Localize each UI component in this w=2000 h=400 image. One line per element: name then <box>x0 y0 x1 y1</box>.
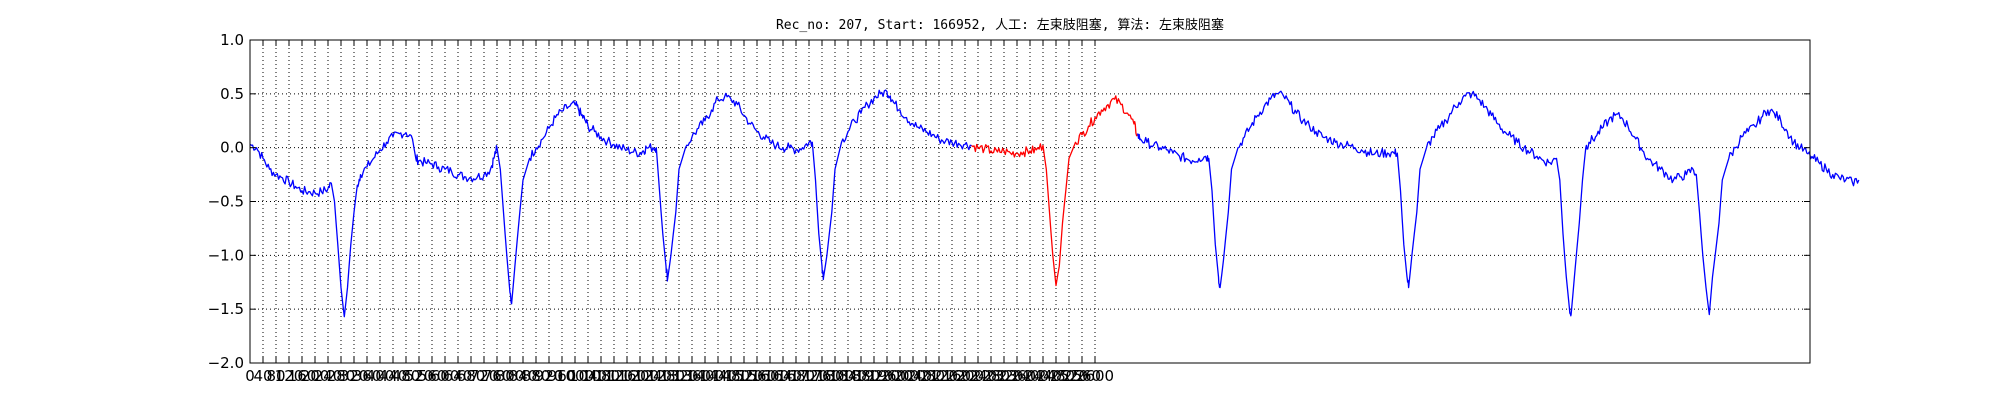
x-tick-label: 2040 <box>894 367 932 385</box>
x-tick-label: 280 <box>327 367 356 385</box>
x-tick-label: 1080 <box>582 367 620 385</box>
x-axis-ticks: 0408012016020024028032036040044048052056… <box>245 40 1114 385</box>
x-tick-label: 1400 <box>686 367 724 385</box>
x-tick-label: 120 <box>275 367 304 385</box>
y-tick-label: −1.0 <box>208 246 244 264</box>
y-tick-label: 0.0 <box>220 139 244 157</box>
x-tick-label: 1880 <box>842 367 880 385</box>
x-tick-label: 160 <box>288 367 317 385</box>
x-tick-label: 240 <box>314 367 343 385</box>
x-tick-label: 1560 <box>738 367 776 385</box>
x-tick-label: 40 <box>253 367 272 385</box>
x-tick-label: 1120 <box>595 367 633 385</box>
x-tick-label: 760 <box>483 367 512 385</box>
x-tick-label: 440 <box>379 367 408 385</box>
x-tick-label: 2360 <box>998 367 1036 385</box>
x-tick-label: 800 <box>496 367 525 385</box>
x-tick-label: 1760 <box>803 367 841 385</box>
x-tick-label: 80 <box>266 367 285 385</box>
y-tick-label: 1.0 <box>220 31 244 49</box>
x-tick-label: 1720 <box>790 367 828 385</box>
x-tick-label: 840 <box>509 367 538 385</box>
x-tick-label: 2560 <box>1063 367 1101 385</box>
x-tick-label: 200 <box>301 367 330 385</box>
x-tick-label: 1200 <box>621 367 659 385</box>
x-tick-label: 1320 <box>660 367 698 385</box>
x-tick-label: 560 <box>418 367 447 385</box>
y-tick-label: −2.0 <box>208 354 244 372</box>
ecg-series-line-2 <box>1136 90 1860 317</box>
x-tick-label: 680 <box>457 367 486 385</box>
x-tick-label: 1040 <box>569 367 607 385</box>
x-tick-label: 1920 <box>855 367 893 385</box>
x-tick-label: 320 <box>340 367 369 385</box>
x-tick-label: 2240 <box>959 367 997 385</box>
x-tick-label: 1800 <box>816 367 854 385</box>
x-tick-label: 2520 <box>1050 367 1088 385</box>
x-tick-label: 1960 <box>868 367 906 385</box>
x-tick-label: 1480 <box>712 367 750 385</box>
y-tick-label: 0.5 <box>220 85 244 103</box>
x-tick-label: 1640 <box>764 367 802 385</box>
x-tick-label: 2320 <box>985 367 1023 385</box>
x-tick-label: 1440 <box>699 367 737 385</box>
x-tick-label: 480 <box>392 367 421 385</box>
x-tick-label: 1160 <box>608 367 646 385</box>
x-tick-label: 2440 <box>1024 367 1062 385</box>
y-tick-label: −0.5 <box>208 193 244 211</box>
y-axis-ticks: 1.0 0.5 0.0 −0.5 −1.0 −1.5 −2.0 <box>208 31 1810 372</box>
x-tick-label: 1360 <box>673 367 711 385</box>
x-tick-label: 2400 <box>1011 367 1049 385</box>
chart-title: Rec_no: 207, Start: 166952, 人工: 左束肢阻塞, 算… <box>776 17 1224 33</box>
x-tick-label: 2160 <box>933 367 971 385</box>
ecg-series-line-0 <box>249 89 972 318</box>
x-tick-label: 400 <box>366 367 395 385</box>
x-tick-label: 1840 <box>829 367 867 385</box>
y-tick-label: −1.5 <box>208 300 244 318</box>
x-tick-label: 640 <box>444 367 473 385</box>
x-tick-label: 1240 <box>634 367 672 385</box>
x-tick-label: 520 <box>405 367 434 385</box>
grid-lines <box>250 40 1810 363</box>
x-tick-label: 360 <box>353 367 382 385</box>
x-tick-label: 1520 <box>725 367 763 385</box>
x-tick-label: 0 <box>245 367 255 385</box>
x-tick-label: 2600 <box>1076 367 1114 385</box>
x-tick-label: 600 <box>431 367 460 385</box>
x-tick-label: 880 <box>522 367 551 385</box>
x-tick-label: 1600 <box>751 367 789 385</box>
x-tick-label: 2000 <box>881 367 919 385</box>
x-tick-label: 1280 <box>647 367 685 385</box>
x-tick-label: 2080 <box>907 367 945 385</box>
x-tick-label: 2200 <box>946 367 984 385</box>
plot-series <box>249 89 1860 318</box>
x-tick-label: 1680 <box>777 367 815 385</box>
x-tick-label: 2480 <box>1037 367 1075 385</box>
x-tick-label: 1000 <box>556 367 594 385</box>
x-tick-label: 960 <box>548 367 577 385</box>
x-tick-label: 920 <box>535 367 564 385</box>
x-tick-label: 2120 <box>920 367 958 385</box>
ecg-series-line-1 <box>971 95 1138 287</box>
x-tick-label: 720 <box>470 367 499 385</box>
x-tick-label: 2280 <box>972 367 1010 385</box>
